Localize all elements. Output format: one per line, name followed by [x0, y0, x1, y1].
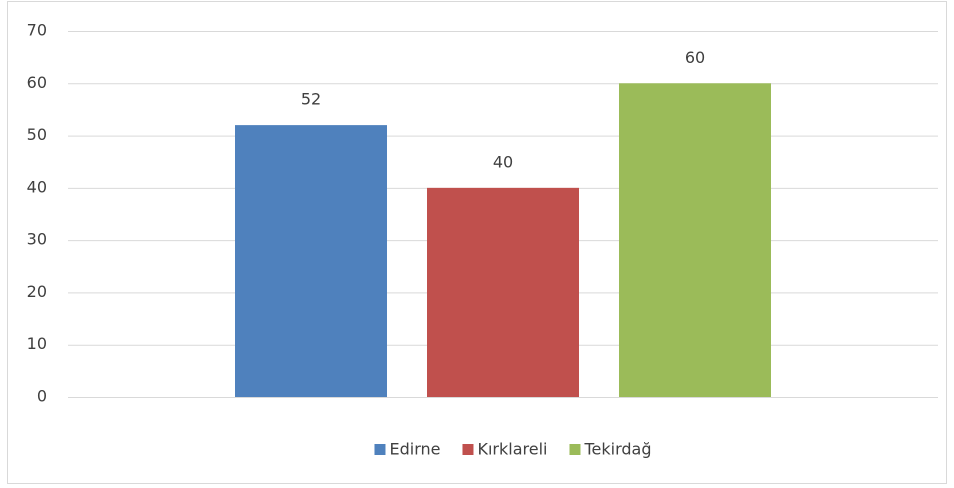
bar: [619, 83, 771, 398]
bar: [427, 187, 579, 397]
data-label: 52: [301, 90, 321, 109]
legend-label: Tekirdağ: [583, 440, 651, 459]
data-label: 60: [685, 48, 705, 67]
legend-swatch: [462, 444, 474, 455]
legend-label: Edirne: [389, 440, 440, 459]
y-tick-label: 50: [27, 125, 47, 144]
bar: [235, 125, 387, 397]
y-tick-label: 70: [27, 21, 47, 40]
y-tick-label: 60: [27, 73, 47, 92]
y-tick-label: 10: [27, 334, 47, 353]
y-tick-label: 0: [37, 387, 47, 406]
y-tick-label: 40: [27, 177, 47, 196]
y-tick-label: 20: [27, 282, 47, 301]
legend-label: Kırklareli: [477, 440, 547, 459]
legend-swatch: [569, 444, 581, 455]
data-label: 40: [493, 152, 513, 171]
legend-swatch: [374, 444, 386, 455]
y-tick-label: 30: [27, 230, 47, 249]
